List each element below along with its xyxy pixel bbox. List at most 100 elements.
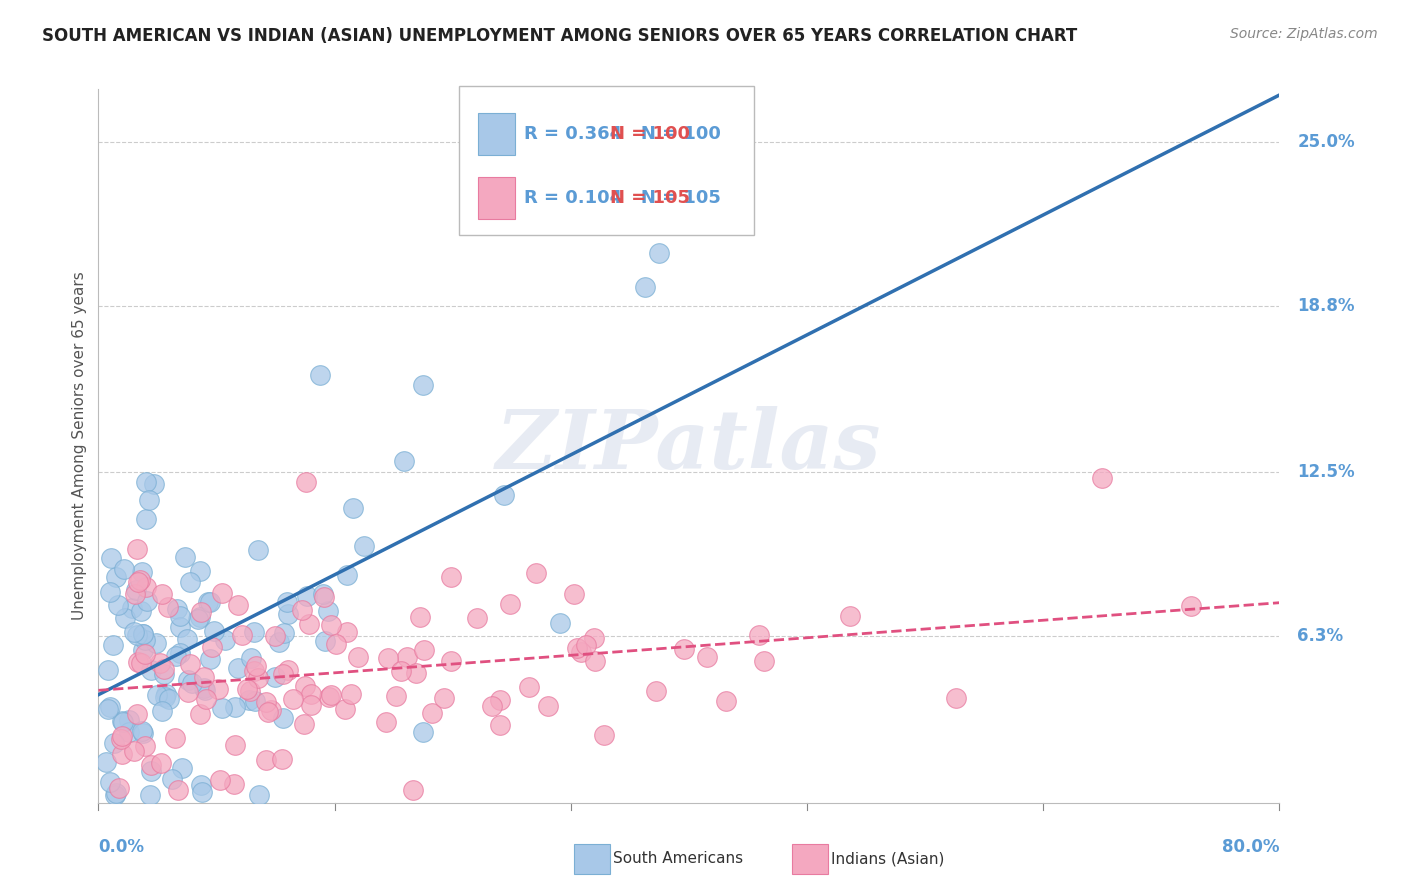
Text: 18.8%: 18.8% [1298, 297, 1354, 315]
Point [548, 615, 571, 630]
Point [208, 772, 231, 787]
Point [945, 690, 967, 705]
Point [318, 604, 340, 618]
Point [392, 453, 415, 467]
Point [194, 683, 217, 698]
Point [135, 475, 157, 489]
Point [292, 716, 315, 731]
Point [179, 574, 201, 589]
Point [264, 629, 287, 643]
Point [267, 635, 290, 649]
Point [537, 699, 560, 714]
Text: 25.0%: 25.0% [1298, 133, 1355, 151]
Point [150, 587, 173, 601]
Point [312, 591, 335, 605]
Point [254, 753, 277, 767]
Point [132, 627, 155, 641]
Point [592, 728, 614, 742]
Point [198, 652, 221, 666]
Point [342, 500, 364, 515]
Point [200, 595, 222, 609]
Point [98, 700, 121, 714]
Point [271, 711, 294, 725]
Point [226, 661, 249, 675]
Point [128, 573, 150, 587]
Point [156, 599, 179, 614]
Point [389, 665, 412, 679]
Point [153, 663, 176, 677]
Point [571, 645, 593, 659]
Point [499, 597, 522, 611]
Text: 0.0%: 0.0% [98, 838, 145, 856]
Text: Source: ZipAtlas.com: Source: ZipAtlas.com [1230, 27, 1378, 41]
Point [644, 683, 666, 698]
Point [524, 566, 547, 580]
Point [517, 681, 540, 695]
Point [101, 638, 124, 652]
Text: 6.3%: 6.3% [1298, 627, 1343, 645]
Point [277, 607, 299, 622]
Text: R = 0.364   N = 100: R = 0.364 N = 100 [523, 125, 720, 143]
Point [153, 690, 176, 705]
Point [177, 673, 200, 687]
Point [111, 729, 134, 743]
Point [129, 657, 152, 671]
Point [141, 663, 163, 677]
Point [193, 670, 215, 684]
Point [124, 587, 146, 601]
Point [188, 564, 211, 578]
Point [125, 542, 148, 557]
Point [259, 703, 281, 717]
Point [583, 654, 606, 668]
Point [319, 618, 342, 632]
Point [132, 726, 155, 740]
Point [377, 650, 399, 665]
Point [256, 705, 278, 719]
Point [347, 649, 370, 664]
Point [195, 691, 218, 706]
Point [243, 665, 266, 679]
Point [111, 714, 134, 729]
Point [325, 637, 347, 651]
Point [271, 667, 294, 681]
Point [179, 657, 201, 672]
Point [481, 699, 503, 714]
Point [190, 778, 212, 792]
Text: Indians (Asian): Indians (Asian) [831, 852, 945, 866]
Point [176, 685, 198, 699]
Point [276, 595, 298, 609]
Text: South Americans: South Americans [613, 852, 744, 866]
Point [166, 602, 188, 616]
Point [100, 550, 122, 565]
Point [190, 605, 212, 619]
Text: SOUTH AMERICAN VS INDIAN (ASIAN) UNEMPLOYMENT AMONG SENIORS OVER 65 YEARS CORREL: SOUTH AMERICAN VS INDIAN (ASIAN) UNEMPLO… [42, 27, 1077, 45]
Point [104, 788, 127, 802]
Point [333, 702, 356, 716]
Point [281, 692, 304, 706]
Point [226, 598, 249, 612]
Point [111, 714, 134, 729]
Point [245, 659, 267, 673]
Point [114, 562, 136, 576]
Point [273, 625, 295, 640]
Point [374, 714, 396, 729]
Point [295, 475, 318, 490]
Point [298, 616, 321, 631]
Point [125, 583, 148, 598]
Point [110, 732, 132, 747]
Point [239, 683, 262, 698]
Point [696, 649, 718, 664]
Point [291, 603, 314, 617]
Point [1180, 599, 1202, 613]
Point [165, 649, 187, 664]
Point [243, 694, 266, 708]
Point [181, 676, 204, 690]
Point [748, 627, 770, 641]
Point [98, 585, 121, 599]
Point [163, 731, 186, 745]
Point [242, 625, 264, 640]
Point [336, 625, 359, 640]
Point [108, 780, 131, 795]
Point [176, 632, 198, 646]
Point [173, 549, 195, 564]
